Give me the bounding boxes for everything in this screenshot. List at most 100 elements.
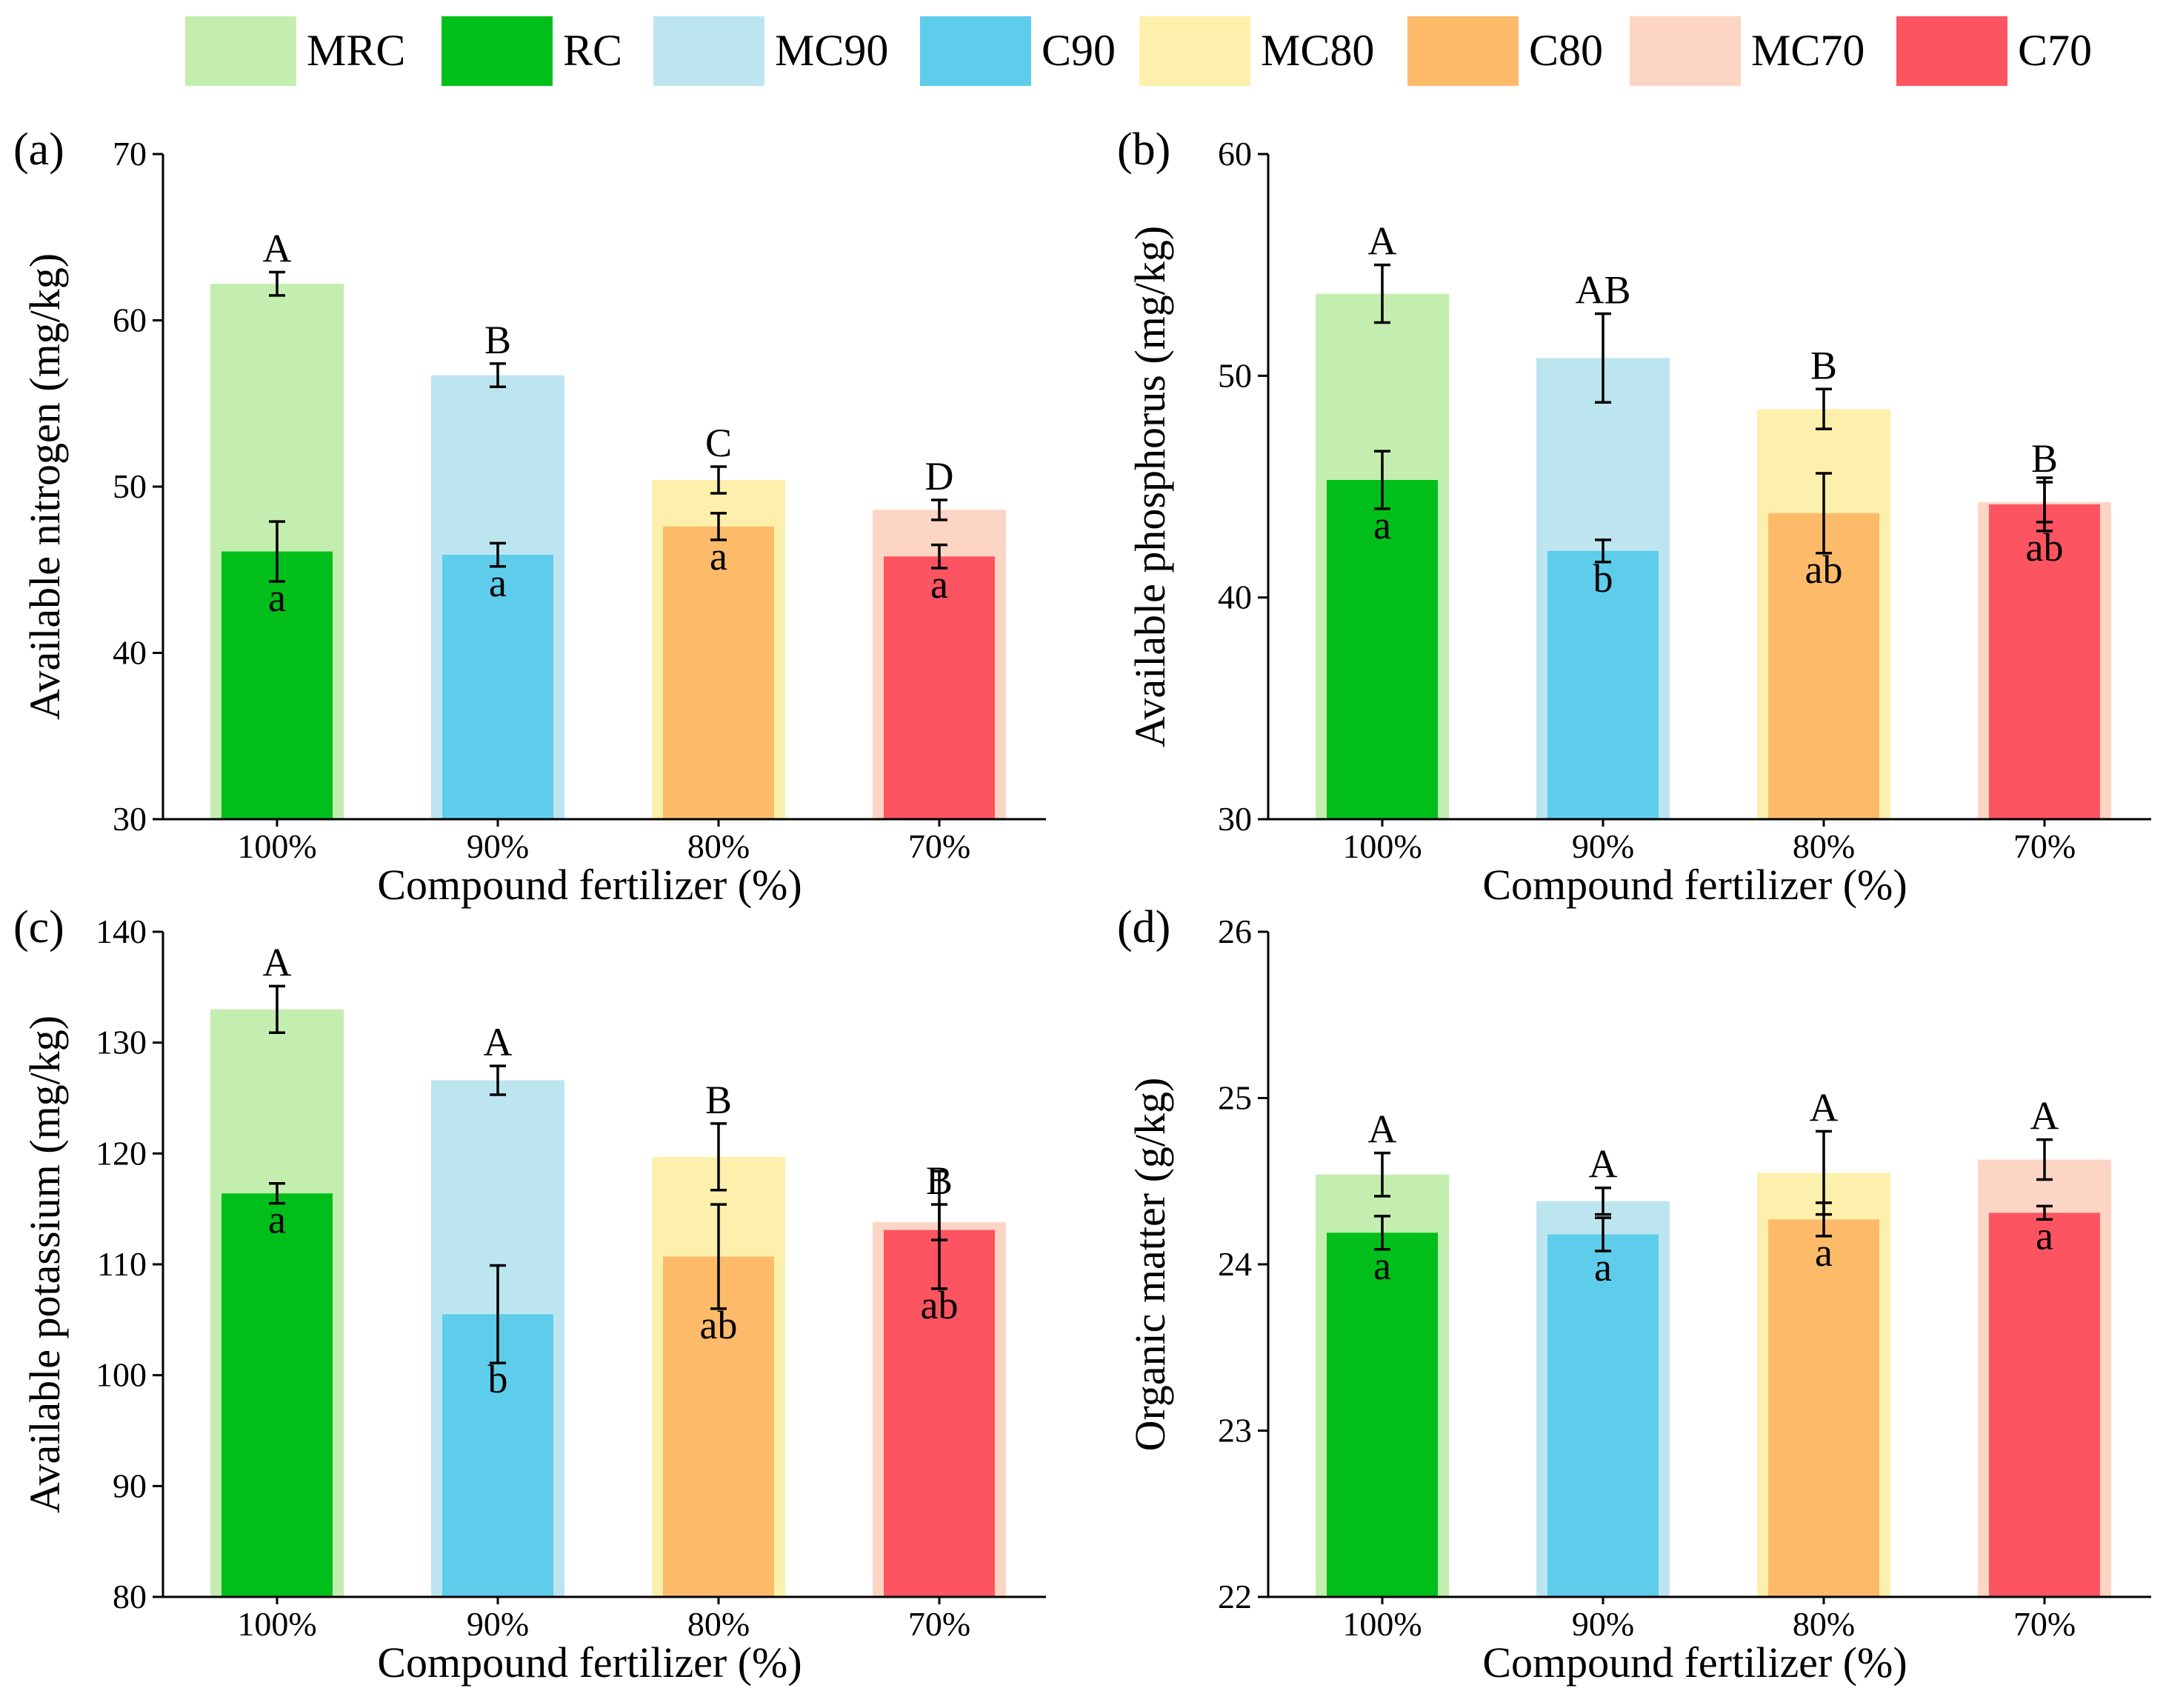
y-tick-label: 50 [113,467,147,505]
error-bar-outer [490,362,506,389]
error-bar-outer [1595,312,1611,404]
x-axis-title: Compound fertilizer (%) [1482,1638,1907,1687]
bar-inner-90pct [1547,1234,1659,1597]
y-tick-label: 40 [113,634,147,672]
bar-inner-100pct [221,551,333,819]
error-bar-inner [490,1264,506,1364]
legend-swatch-c90 [920,16,1031,86]
legend-swatch-c80 [1407,16,1519,86]
sig-letter-upper: B [926,1158,953,1203]
error-bar-outer [710,1122,727,1192]
bar-inner-100pct [1327,1232,1438,1597]
sig-letter-upper: AB [1575,268,1630,313]
legend-label-mc80: MC80 [1261,26,1374,75]
sig-letter-lower: a [268,576,286,620]
sig-letter-upper: A [1810,1085,1839,1130]
y-tick-label: 24 [1218,1245,1252,1283]
y-tick-label: 50 [1218,356,1252,394]
y-tick-label: 60 [1218,135,1252,173]
sig-letter-lower: b [488,1357,508,1401]
sig-letter-lower: a [489,561,507,605]
bar-inner-70pct [1989,1212,2100,1597]
error-bar-inner [2036,1204,2053,1221]
sig-letter-upper: A [1368,219,1397,264]
y-tick-label: 60 [113,301,147,339]
sig-letter-lower: ab [2026,525,2064,570]
sig-letter-upper: B [2031,436,2058,481]
error-bar-inner [1595,1216,1611,1252]
y-axis-title: Organic matter (g/kg) [1126,1078,1174,1452]
y-tick-label: 100 [96,1356,147,1394]
bar-inner-70pct [884,556,995,819]
x-tick-label: 90% [467,1605,529,1643]
chart-panel-b: Aa AB b Bab Bab 30 40 50 60 100% 90% 80% 70% Compound… [1117,124,2151,909]
legend-swatch-rc [441,16,553,86]
error-bar-inner [269,1181,285,1205]
x-tick-label: 70% [2013,1605,2076,1643]
sig-letter-upper: A [2030,1094,2059,1138]
sig-letter-upper: A [263,226,292,270]
x-tick-label: 100% [1342,827,1422,865]
sig-letter-lower: a [1815,1230,1833,1275]
legend-swatch-mc90 [653,16,764,86]
x-tick-label: 80% [687,1605,750,1643]
legend-swatch-mc70 [1630,16,1741,86]
x-axis-title: Compound fertilizer (%) [377,1638,802,1687]
y-tick-label: 26 [1218,913,1252,950]
error-bar-outer [1595,1186,1611,1216]
error-bar-inner [931,1170,947,1290]
error-bar-inner [269,520,285,583]
bar-inner-100pct [1327,480,1438,819]
y-tick-label: 120 [96,1134,147,1172]
bar-inner-70pct [884,1230,995,1597]
bar-inner-80pct [663,1256,774,1597]
legend-swatch-mc80 [1139,16,1250,86]
error-bar-inner [931,543,947,570]
panel-label: (a) [13,124,64,175]
sig-letter-upper: B [484,318,511,362]
legend-label-c70: C70 [2018,26,2092,75]
legend-label-rc: RC [563,26,622,75]
y-tick-label: 23 [1218,1412,1252,1450]
y-axis-title: Available nitrogen (mg/kg) [21,253,69,720]
x-tick-label: 70% [2013,827,2076,865]
bar-inner-70pct [1989,504,2100,819]
sig-letter-lower: a [1373,1244,1391,1288]
bar-inner-100pct [221,1193,333,1597]
chart-panels: Aa Ba Ca Da 30 40 50 60 70 100% 90% 80% 70% Compound … [13,124,2151,1687]
y-tick-label: 110 [97,1245,147,1283]
error-bar-outer [269,984,285,1034]
sig-letter-lower: a [1373,503,1391,547]
y-tick-label: 25 [1218,1079,1252,1117]
sig-letter-upper: A [1368,1107,1397,1152]
error-bar-inner [1816,1201,1832,1238]
panel-label: (b) [1117,124,1170,175]
error-bar-outer [269,270,285,297]
panel-label: (c) [13,902,64,953]
y-tick-label: 22 [1218,1578,1252,1615]
y-tick-label: 90 [113,1467,147,1504]
error-bar-outer [2036,1138,2053,1181]
x-tick-label: 100% [1342,1605,1422,1643]
sig-letter-lower: ab [1805,547,1843,592]
legend-swatch-mrc [185,16,296,86]
chart-panel-d: Aa Aa Aa Aa 22 23 24 25 26 100% 90% 80% 70% Compound … [1117,902,2151,1687]
chart-panel-c: Aa Ab Bab Bab 80 90 100 110 120 130 140 100% 90% 80% 7… [13,902,1046,1687]
legend-swatch-c70 [1896,16,2007,86]
error-bar-outer [710,465,727,495]
y-tick-label: 40 [1218,578,1252,616]
y-tick-label: 140 [96,913,147,950]
x-tick-label: 70% [908,1605,970,1643]
x-tick-label: 70% [908,827,970,865]
error-bar-outer [1816,387,1832,430]
legend-label-mc70: MC70 [1751,26,1865,75]
error-bar-inner [490,541,506,568]
sig-letter-upper: D [925,454,954,498]
x-tick-label: 100% [237,1605,316,1643]
error-bar-inner [1816,472,1832,555]
error-bar-inner [710,1203,727,1310]
error-bar-outer [1374,1151,1390,1198]
sig-letter-lower: a [1594,1245,1612,1290]
error-bar-outer [931,498,947,521]
